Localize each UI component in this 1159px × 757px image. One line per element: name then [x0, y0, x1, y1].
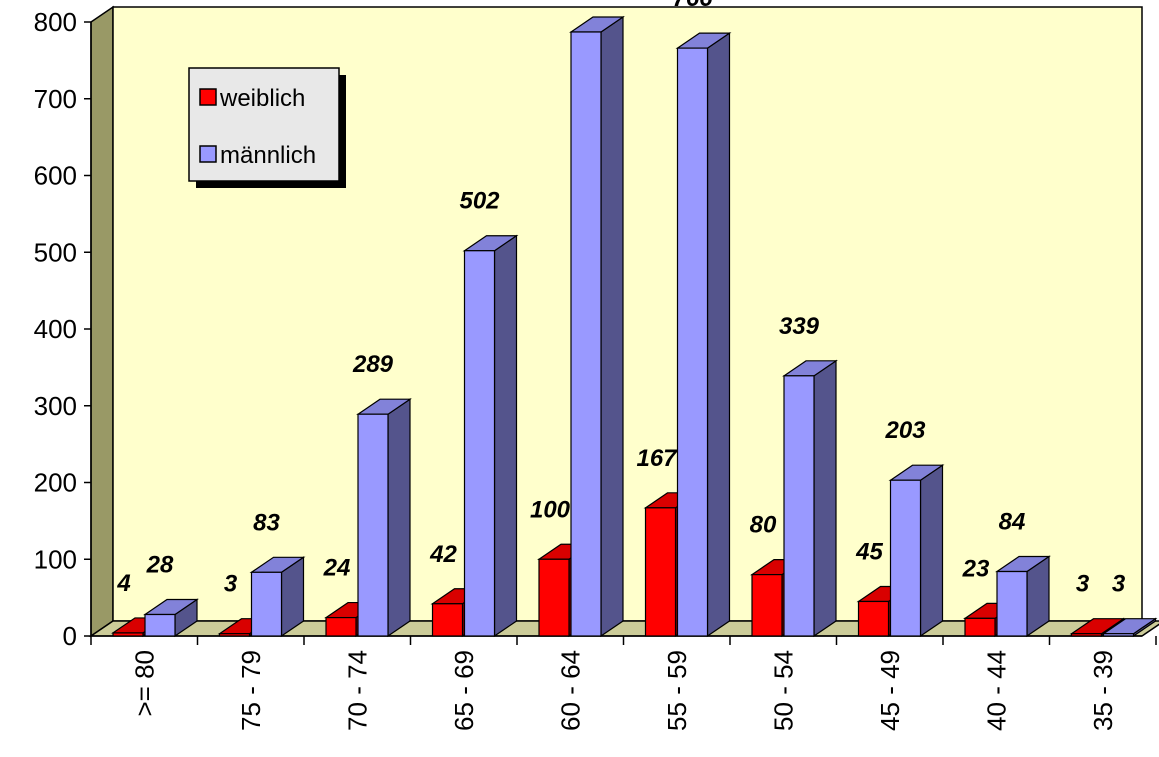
bar-side — [813, 359, 837, 638]
bar-front — [357, 413, 389, 637]
bar-maennlich — [675, 31, 732, 638]
x-tick-label: 75 - 79 — [236, 650, 266, 731]
y-tick-label: 700 — [34, 84, 77, 114]
bar-side — [387, 398, 411, 638]
bar-maennlich — [356, 398, 412, 638]
data-label-weiblich: 42 — [429, 541, 457, 568]
y-tick-label: 200 — [34, 468, 77, 498]
data-label-maennlich: 766 — [672, 0, 713, 12]
data-label-maennlich: 3 — [1112, 571, 1126, 598]
data-label-weiblich: 80 — [750, 512, 777, 539]
x-tick-label: 35 - 39 — [1088, 650, 1118, 731]
x-tick-label: 60 - 64 — [555, 650, 585, 731]
legend-swatch-maennlich — [199, 145, 217, 163]
data-label-weiblich: 3 — [224, 571, 238, 598]
bar-side — [706, 31, 731, 638]
y-tick-label: 0 — [63, 621, 77, 651]
bar-front — [1102, 633, 1135, 637]
y-tick-label: 400 — [34, 314, 77, 344]
legend: weiblich männlich — [188, 67, 346, 188]
data-label-weiblich: 23 — [962, 555, 990, 582]
bar-maennlich — [782, 359, 838, 638]
data-label-weiblich: 24 — [323, 555, 351, 582]
data-label-weiblich: 45 — [855, 538, 883, 565]
y-tick-label: 500 — [34, 237, 77, 267]
bar-front — [964, 617, 996, 637]
data-label-maennlich: 28 — [146, 552, 174, 579]
y-axis: 0 100 200 300 400 500 600 700 800 — [34, 7, 92, 651]
bar-front — [676, 47, 709, 637]
bar-front — [538, 558, 570, 637]
bar-front — [996, 570, 1028, 637]
x-tick-label: 55 - 59 — [662, 650, 692, 731]
data-label-weiblich: 3 — [1076, 571, 1090, 598]
data-label-maennlich: 339 — [779, 313, 820, 340]
bar-maennlich — [249, 556, 306, 638]
bar-maennlich — [1101, 617, 1158, 638]
data-label-maennlich: 84 — [999, 509, 1026, 536]
bar-front — [570, 31, 602, 637]
data-label-weiblich: 4 — [116, 570, 130, 597]
data-label-weiblich: 100 — [530, 496, 571, 523]
data-labels: 4324421001678045233288328950278776633920… — [116, 0, 1126, 598]
data-label-weiblich: 167 — [636, 445, 678, 472]
x-axis: >= 80 75 - 79 70 - 74 65 - 69 60 - 64 55 - 59… — [90, 635, 1157, 731]
bar-side — [493, 234, 518, 638]
bars — [111, 15, 1158, 638]
bar-front — [644, 507, 677, 637]
y-tick-label: 300 — [34, 391, 77, 421]
bar-maennlich — [143, 598, 199, 638]
bar-front — [857, 600, 890, 637]
bar-front — [144, 613, 176, 637]
bar-maennlich — [888, 464, 945, 638]
bar-front — [325, 616, 357, 637]
bar-front — [463, 250, 496, 637]
legend-swatch-weiblich — [199, 88, 217, 106]
bar-maennlich — [569, 15, 625, 638]
bar-front — [889, 479, 922, 637]
y-tick-label: 800 — [34, 7, 77, 37]
data-label-maennlich: 83 — [253, 509, 280, 536]
bar-front — [250, 571, 283, 637]
x-tick-label: >= 80 — [129, 650, 159, 717]
side-wall — [90, 5, 114, 638]
legend-label-weiblich: weiblich — [219, 85, 305, 112]
x-tick-label: 70 - 74 — [342, 650, 372, 731]
data-label-maennlich: 502 — [459, 188, 500, 215]
bar-front — [112, 632, 144, 637]
bar-front — [431, 603, 464, 637]
y-tick-label: 600 — [34, 161, 77, 191]
x-tick-label: 65 - 69 — [449, 650, 479, 731]
bar-maennlich — [462, 234, 519, 638]
bar-front — [218, 633, 251, 637]
bar-front — [783, 375, 815, 637]
data-label-maennlich: 289 — [352, 351, 394, 378]
data-label-maennlich: 203 — [884, 417, 926, 444]
x-tick-label: 40 - 44 — [981, 650, 1011, 731]
bar-front — [751, 573, 783, 637]
bar-side — [600, 15, 624, 638]
legend-label-maennlich: männlich — [220, 142, 316, 169]
x-tick-label: 50 - 54 — [768, 650, 798, 731]
x-tick-label: 45 - 49 — [875, 650, 905, 731]
bar-front — [1070, 633, 1103, 637]
y-tick-label: 100 — [34, 544, 77, 574]
bar-side — [919, 464, 944, 638]
bar-maennlich — [995, 555, 1051, 638]
